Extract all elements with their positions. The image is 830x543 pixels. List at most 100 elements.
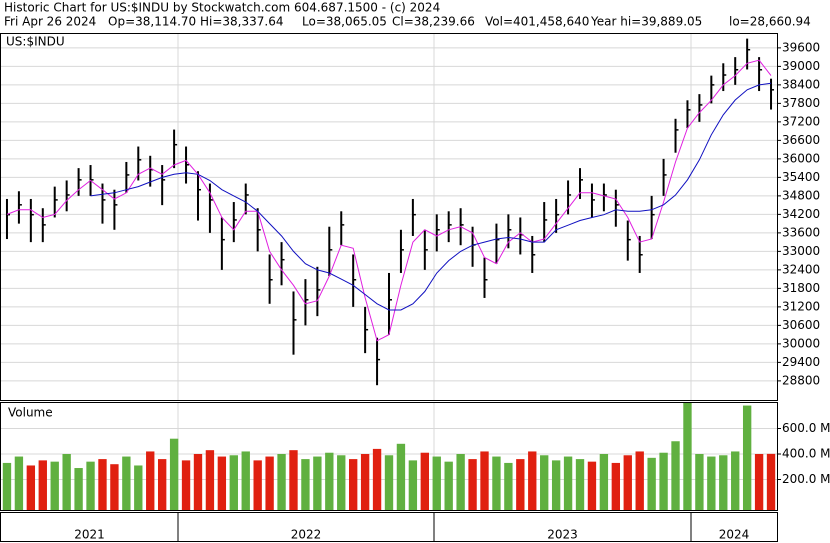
stats-line: Fri Apr 26 2024 Op=38,114.70 Hi=38,337.64 L… [4,15,811,29]
volume-bar [635,451,644,510]
volume-bar [563,456,573,510]
volume-bar [217,456,227,510]
volume-bar [193,454,203,510]
volume-bar [384,455,394,510]
volume-bar [480,451,489,510]
volume-bar [540,455,549,510]
stat: Op=38,114.70 [108,15,196,29]
volume-panel [0,402,778,511]
volume-bar [146,451,155,510]
volume-bar [683,403,692,510]
volume-bar [528,451,537,510]
y-tick-label: 28800 [782,373,820,387]
volume-bar [695,454,704,510]
y-tick-label: 39000 [782,59,820,73]
volume-bar [38,460,47,510]
volume-bar [587,461,597,510]
volume-bar [731,451,740,510]
volume-bar [372,448,382,510]
moving-average [90,82,772,311]
y-tick-label: 31800 [782,281,820,295]
volume-bar [492,456,501,510]
stat: Vol=401,458,640 [485,15,589,29]
volume-bar [659,452,668,510]
y-tick-label: 29400 [782,355,820,369]
x-tick-label: 2021 [74,528,105,542]
y-tick-label: 37200 [782,114,820,128]
volume-bar [169,438,179,510]
x-tick-label: 2024 [719,528,750,542]
volume-bar [611,462,621,510]
y-tick-label: 34200 [782,207,820,221]
volume-bar [599,454,609,510]
y-tick-label: 33000 [782,244,820,258]
panel-label: Volume [8,406,53,420]
y-tick-label: 39600 [782,40,820,54]
time-axis [0,512,778,542]
volume-bar [2,462,12,510]
volume-bar [325,452,334,510]
panel-label: US:$INDU [6,35,65,49]
volume-bar [707,456,716,510]
volume-bar [444,461,453,510]
x-tick-label: 2023 [547,528,578,542]
volume-bar [86,461,95,510]
volume-bar [26,465,36,510]
volume-bar [575,459,585,510]
volume-bar [253,460,262,510]
volume-bar [265,456,274,510]
volume-bar [408,460,418,510]
volume-bar [313,456,322,510]
y-tick-label: 600.0 M [782,421,830,435]
stat: Hi=38,337.64 [200,15,283,29]
stat: Cl=38,239.66 [392,15,475,29]
volume-bar [229,455,238,510]
volume-bar [396,443,406,510]
chart-title: Historic Chart for US:$INDU by Stockwatc… [4,1,440,15]
volume-bar [742,405,752,510]
y-tick-label: 35400 [782,170,820,184]
price-panel [0,33,778,401]
volume-bar [504,462,513,510]
volume-bar [74,468,83,510]
volume-bar [181,460,191,510]
y-tick-label: 34800 [782,188,820,202]
y-tick-label: 36000 [782,151,820,165]
volume-bar [432,456,441,510]
volume-bar [301,459,310,510]
volume-bar [62,454,71,510]
volume-bar [516,459,525,510]
y-tick-label: 38400 [782,77,820,91]
volume-bar [122,456,131,510]
volume-bar [50,461,59,510]
volume-bar [456,454,465,510]
stat: Fri Apr 26 2024 [4,15,96,29]
volume-bar [98,459,107,510]
volume-bar [420,452,429,510]
volume-bar [277,454,286,510]
stat: Lo=38,065.05 [302,15,387,29]
y-tick-label: 31200 [782,299,820,313]
y-tick-label: 200.0 M [782,472,830,486]
volume-bar [719,455,728,510]
moving-average [6,59,772,342]
volume-bar [766,453,776,510]
volume-bar [360,454,370,510]
y-tick-label: 36600 [782,133,820,147]
y-tick-label: 30000 [782,336,820,350]
volume-bar [468,459,477,510]
volume-bar [14,456,24,510]
y-tick-label: 30600 [782,318,820,332]
volume-bar [110,464,119,510]
volume-bar [289,450,298,510]
volume-bar [623,455,632,510]
y-tick-label: 400.0 M [782,447,830,461]
volume-bar [647,457,656,510]
y-tick-label: 32400 [782,262,820,276]
volume-bar [551,460,561,510]
volume-bar [134,465,143,510]
x-tick-label: 2022 [291,528,322,542]
stat: Year hi=39,889.05 [590,15,702,29]
volume-bar [205,450,215,510]
